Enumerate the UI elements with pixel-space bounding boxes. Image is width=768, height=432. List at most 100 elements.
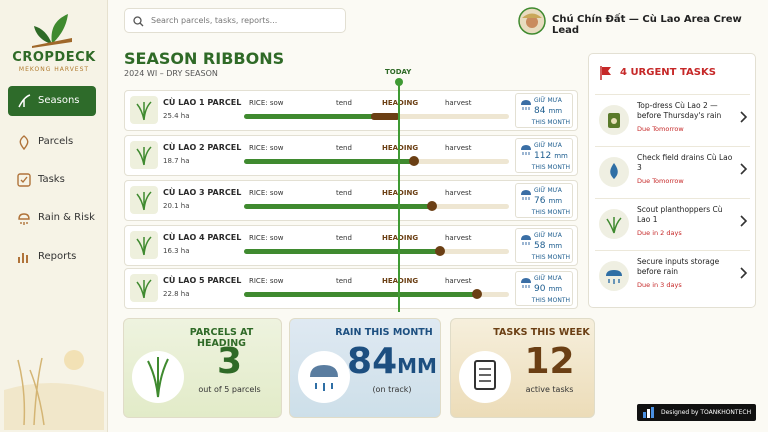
nav-item[interactable]: Tasks (8, 165, 96, 195)
parcel-icon (130, 96, 158, 124)
parcel-name: CÙ LAO 3 PARCEL (163, 188, 242, 197)
stage-label: tend (336, 144, 352, 152)
heading-segment (371, 113, 401, 120)
task-due: Due Tomorrow (637, 177, 684, 185)
avatar[interactable] (518, 7, 546, 35)
rain-period: THIS MONTH (531, 297, 570, 304)
nav-item[interactable]: Rain & Risk (8, 203, 96, 233)
brand-tagline: MEKONG HARVEST (18, 66, 90, 73)
stat-title: PARCELS AT HEADING (189, 327, 254, 349)
season-track (244, 289, 509, 299)
rain-value: 112 mm (534, 151, 568, 161)
rain-icon (521, 278, 531, 288)
credit-badge: Designed by TOANKHONTECH (637, 404, 756, 421)
stage-label: harvest (445, 234, 472, 242)
task-due: Due in 2 days (637, 229, 682, 237)
rice-icon (136, 146, 152, 166)
task-title: Scout planthoppers Cù Lao 1 (637, 205, 723, 224)
panel-title: 4 URGENT TASKS (620, 67, 716, 78)
parcel-name: CÙ LAO 2 PARCEL (163, 143, 242, 152)
stage-label: harvest (445, 99, 472, 107)
task-icon-art (608, 113, 620, 128)
season-progress (244, 204, 433, 209)
search-icon (133, 16, 144, 27)
parcel-row[interactable]: CÙ LAO 5 PARCEL 22.8 ha RICE: sow tend HEADI… (124, 268, 578, 309)
today-label: TODAY (385, 68, 412, 76)
task-title: Check field drains Cù Lao 3 (637, 153, 733, 172)
task-item[interactable]: Check field drains Cù Lao 3 Due Tomorrow (595, 146, 750, 196)
task-item[interactable]: Top-dress Cù Lao 2 — before Thursday's r… (595, 94, 750, 144)
nav-icon (18, 213, 30, 225)
parcel-row[interactable]: CÙ LAO 2 PARCEL 18.7 ha RICE: sow tend HEADI… (124, 135, 578, 176)
parcel-area: 20.1 ha (163, 202, 190, 210)
parcel-icon (130, 141, 158, 169)
rain-box: GIỮ MƯA 90 mm THIS MONTH (515, 271, 573, 306)
rain-label: GIỮ MƯA (534, 232, 562, 239)
nav-item[interactable]: Parcels (8, 127, 96, 157)
parcel-icon (130, 186, 158, 214)
progress-dot (435, 246, 446, 256)
stage-label: RICE: sow (249, 99, 284, 107)
nav-label: Seasons (38, 95, 80, 106)
stat-note: out of 5 parcels (198, 385, 261, 394)
nav-icon (18, 94, 31, 108)
rain-value: 90 mm (534, 284, 562, 294)
stat-number: 3 (216, 341, 243, 382)
parcel-row[interactable]: CÙ LAO 1 PARCEL 25.4 ha RICE: sow tend HEADI… (124, 90, 578, 131)
rain-value: 58 mm (534, 241, 562, 251)
rice-icon (136, 101, 152, 121)
search-placeholder: Search parcels, tasks, reports... (151, 16, 278, 25)
parcel-row[interactable]: CÙ LAO 4 PARCEL 16.3 ha RICE: sow tend HEADI… (124, 225, 578, 266)
logo (32, 14, 72, 48)
search-box[interactable]: Search parcels, tasks, reports... (124, 8, 346, 33)
rain-unit: mm (554, 152, 568, 160)
season-track (244, 156, 509, 166)
rain-amount: 58 (534, 241, 546, 251)
task-item[interactable]: Scout planthoppers Cù Lao 1 Due in 2 days (595, 198, 750, 248)
parcel-name: CÙ LAO 1 PARCEL (163, 98, 242, 107)
stat-number: 12 (524, 341, 575, 382)
rain-label: GIỮ MƯA (534, 97, 562, 104)
task-icon-art (606, 270, 622, 284)
parcel-name: CÙ LAO 5 PARCEL (163, 276, 242, 285)
user-name[interactable]: Chú Chín Đất — Cù Lao Area Crew Lead (552, 14, 742, 36)
wheat-art (4, 350, 104, 430)
nav-label: Parcels (38, 136, 74, 147)
stage-label: tend (336, 189, 352, 197)
nav-item[interactable]: Seasons (8, 86, 96, 116)
stat-number: 84 (347, 341, 398, 382)
rain-value: 84 mm (534, 106, 562, 116)
parcel-row[interactable]: CÙ LAO 3 PARCEL 20.1 ha RICE: sow tend HEADI… (124, 180, 578, 221)
chevron (740, 267, 748, 279)
brand-name: CROPDECK (12, 50, 96, 65)
stage-label: RICE: sow (249, 144, 284, 152)
parcel-area: 16.3 ha (163, 247, 190, 255)
progress-dot (472, 289, 483, 299)
rice-icon (136, 279, 152, 299)
task-icon (599, 261, 629, 291)
rain-period: THIS MONTH (531, 119, 570, 126)
rain-box: GIỮ MƯA 112 mm THIS MONTH (515, 138, 573, 173)
parcel-area: 22.8 ha (163, 290, 190, 298)
stat-value: 84MM (346, 341, 438, 382)
today-line (398, 80, 400, 312)
rain-period: THIS MONTH (531, 254, 570, 261)
rain-amount: 84 (534, 106, 546, 116)
task-due: Due in 3 days (637, 281, 682, 289)
chevron (740, 163, 748, 175)
rain-icon (521, 145, 531, 155)
rain-amount: 90 (534, 284, 546, 294)
task-title: Top-dress Cù Lao 2 — before Thursday's r… (637, 101, 722, 120)
nav-item[interactable]: Reports (8, 242, 96, 272)
stat-card[interactable]: PARCELS AT HEADING 3 out of 5 parcels (123, 318, 282, 418)
stat-card[interactable]: TASKS THIS WEEK 12 active tasks (450, 318, 595, 418)
stage-label: HEADING (382, 99, 419, 107)
progress-dot (427, 201, 438, 211)
progress-dot (408, 156, 419, 166)
task-item[interactable]: Secure inputs storage before rain Due in … (595, 250, 750, 300)
stage-label: HEADING (382, 277, 419, 285)
stat-card[interactable]: RAIN THIS MONTH 84MM (on track) (289, 318, 441, 418)
season-track (244, 246, 509, 256)
stage-label: RICE: sow (249, 189, 284, 197)
